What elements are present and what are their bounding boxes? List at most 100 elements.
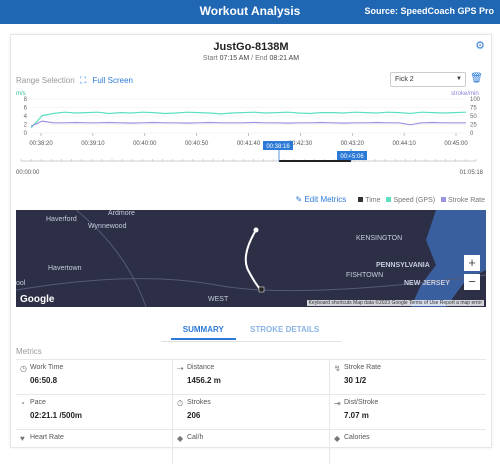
right-tick-label: 50: [470, 114, 477, 120]
metric-card: ◷ Work Time 06:50.8: [16, 360, 173, 394]
trash-icon[interactable]: 🗑: [470, 73, 483, 84]
metric-card: ⇥ Dist/Stroke 7.07 m: [330, 395, 486, 429]
x-tick-label: 00:40:00: [133, 141, 157, 147]
map-label: PENNSYLVANIA: [376, 262, 430, 269]
map-label: Wynnewood: [88, 223, 127, 230]
metrics-row: ◷ Work Time 06:50.8 ⇢ Distance 1456.2 m ↯ Strok…: [16, 359, 486, 394]
legend-swatch-stroke-rate: [441, 197, 447, 202]
zoom-out-button[interactable]: −: [464, 274, 480, 290]
tab-stroke-details[interactable]: STROKE DETAILS: [250, 325, 320, 334]
range-selection-label: Range Selection: [16, 76, 75, 85]
map-label: NEW JERSEY: [404, 280, 450, 287]
route-map[interactable]: Haverford Ardmore Wynnewood Havertown KE…: [16, 210, 486, 307]
right-tick-label: 0: [470, 131, 474, 137]
select-value: Fick 2: [395, 76, 414, 83]
metric-card: ◔ Pace 02:21.1 /500m: [16, 395, 173, 429]
metric-value: 02:21.1 /500m: [30, 411, 83, 420]
start-time: 07:15 AM: [219, 55, 250, 62]
edit-metrics-label: Edit Metrics: [304, 195, 347, 204]
full-screen-link[interactable]: Full Screen: [92, 76, 133, 85]
map-label: KENSINGTON: [356, 235, 403, 242]
gear-icon[interactable]: ⚙: [475, 40, 485, 52]
map-attribution[interactable]: Keyboard shortcuts Map data ©2023 Google…: [306, 300, 484, 306]
metric-card: ⏱ Strokes 206: [173, 395, 330, 429]
calories-icon: ◆: [334, 434, 341, 443]
metrics-row: ◔ Pace 02:21.1 /500m ⏱ Strokes 206 ⇥ Dist/Strok…: [16, 394, 486, 429]
metric-label: Distance: [187, 364, 215, 371]
metric-value: 06:50.8: [30, 376, 58, 385]
metric-select[interactable]: Fick 2 ▼: [390, 72, 466, 87]
fullscreen-icon[interactable]: ⛶: [79, 75, 87, 85]
right-tick-label: 25: [470, 123, 477, 129]
left-axis-label: m/s: [16, 91, 26, 97]
x-tick-label: 00:39:10: [81, 141, 105, 147]
legend-time: Time: [365, 197, 381, 204]
metric-card: ♥ Heart Rate: [16, 430, 173, 464]
google-logo: Google: [20, 294, 55, 305]
map-label: Havertown: [48, 265, 82, 272]
legend-stroke-rate: Stroke Rate: [448, 197, 485, 204]
right-tick-label: 100: [470, 97, 481, 103]
series-line: [30, 120, 466, 127]
right-axis-label: stroke/min: [451, 91, 479, 97]
x-tick-label: 00:41:40: [237, 141, 261, 147]
metric-card: ◆ Calories: [330, 430, 486, 464]
river: [411, 210, 486, 307]
session-name: JustGo-8138M: [213, 41, 289, 53]
page-title: Workout Analysis: [199, 4, 301, 18]
x-tick-label: 00:42:30: [289, 141, 313, 147]
x-tick-label: 00:44:10: [392, 141, 416, 147]
range-start-handle[interactable]: [263, 141, 293, 150]
map-label: ool: [16, 280, 26, 287]
tabs-divider: [161, 341, 341, 342]
legend-speed: Speed (GPS): [393, 197, 436, 204]
workout-chart[interactable]: m/s stroke/min 0 2 4 6 8 0 25 50 75 100 00:38:20…: [11, 87, 491, 192]
left-tick-label: 2: [24, 123, 28, 129]
series-line: [30, 111, 467, 129]
metric-value: 1456.2 m: [187, 376, 221, 385]
right-tick-label: 75: [470, 106, 477, 112]
distance-icon: ⇢: [177, 364, 184, 373]
dist-stroke-icon: ⇥: [334, 399, 341, 408]
route-line: [244, 229, 262, 291]
zoom-in-button[interactable]: +: [464, 255, 480, 271]
range-end-label: 00:45:06: [340, 154, 364, 160]
range-end-handle[interactable]: [337, 151, 367, 160]
map-label: Ardmore: [108, 210, 135, 217]
range-start-label: 00:38:16: [266, 144, 290, 150]
metric-label: Pace: [30, 399, 46, 406]
metric-label: Cal/h: [187, 434, 204, 441]
metric-label: Work Time: [30, 364, 64, 371]
metric-label: Heart Rate: [30, 434, 64, 441]
road: [16, 274, 486, 292]
x-tick-label: 00:45:00: [444, 141, 468, 147]
left-tick-label: 6: [24, 106, 28, 112]
range-selection-row: Range Selection ⛶ Full Screen: [16, 75, 133, 89]
tab-summary[interactable]: SUMMARY: [170, 321, 236, 340]
legend-swatch-time: [358, 197, 364, 202]
metrics-grid: ◷ Work Time 06:50.8 ⇢ Distance 1456.2 m ↯ Strok…: [16, 359, 486, 464]
metric-card: ◆ Cal/h: [173, 430, 330, 464]
metric-card: ↯ Stroke Rate 30 1/2: [330, 360, 486, 394]
x-tick-label: 00:43:20: [341, 141, 365, 147]
x-tick-label: 00:40:50: [185, 141, 209, 147]
map-label: WEST: [208, 296, 229, 303]
timeline-start-label: 00:00:00: [16, 170, 40, 176]
strokes-icon: ⏱: [177, 399, 184, 408]
map-label: Haverford: [46, 216, 77, 223]
end-label: End: [255, 55, 268, 62]
tabs: SUMMARY STROKE DETAILS: [11, 321, 491, 341]
left-tick-label: 0: [24, 131, 28, 137]
metric-label: Dist/Stroke: [344, 399, 379, 406]
edit-metrics-button[interactable]: ✎ Edit Metrics: [295, 195, 347, 204]
metric-value: 7.07 m: [344, 411, 369, 420]
map-label: FISHTOWN: [346, 272, 384, 279]
start-label: Start: [202, 55, 218, 62]
left-tick-label: 4: [24, 114, 28, 120]
chevron-down-icon: ▼: [456, 76, 462, 82]
metric-label: Strokes: [187, 399, 211, 406]
stroke-rate-icon: ↯: [334, 364, 341, 373]
end-time: 08:21 AM: [269, 55, 300, 62]
clock-icon: ◷: [20, 364, 27, 373]
workout-card: JustGo-8138M Start 07:15 AM / End 08:21 …: [10, 34, 492, 464]
